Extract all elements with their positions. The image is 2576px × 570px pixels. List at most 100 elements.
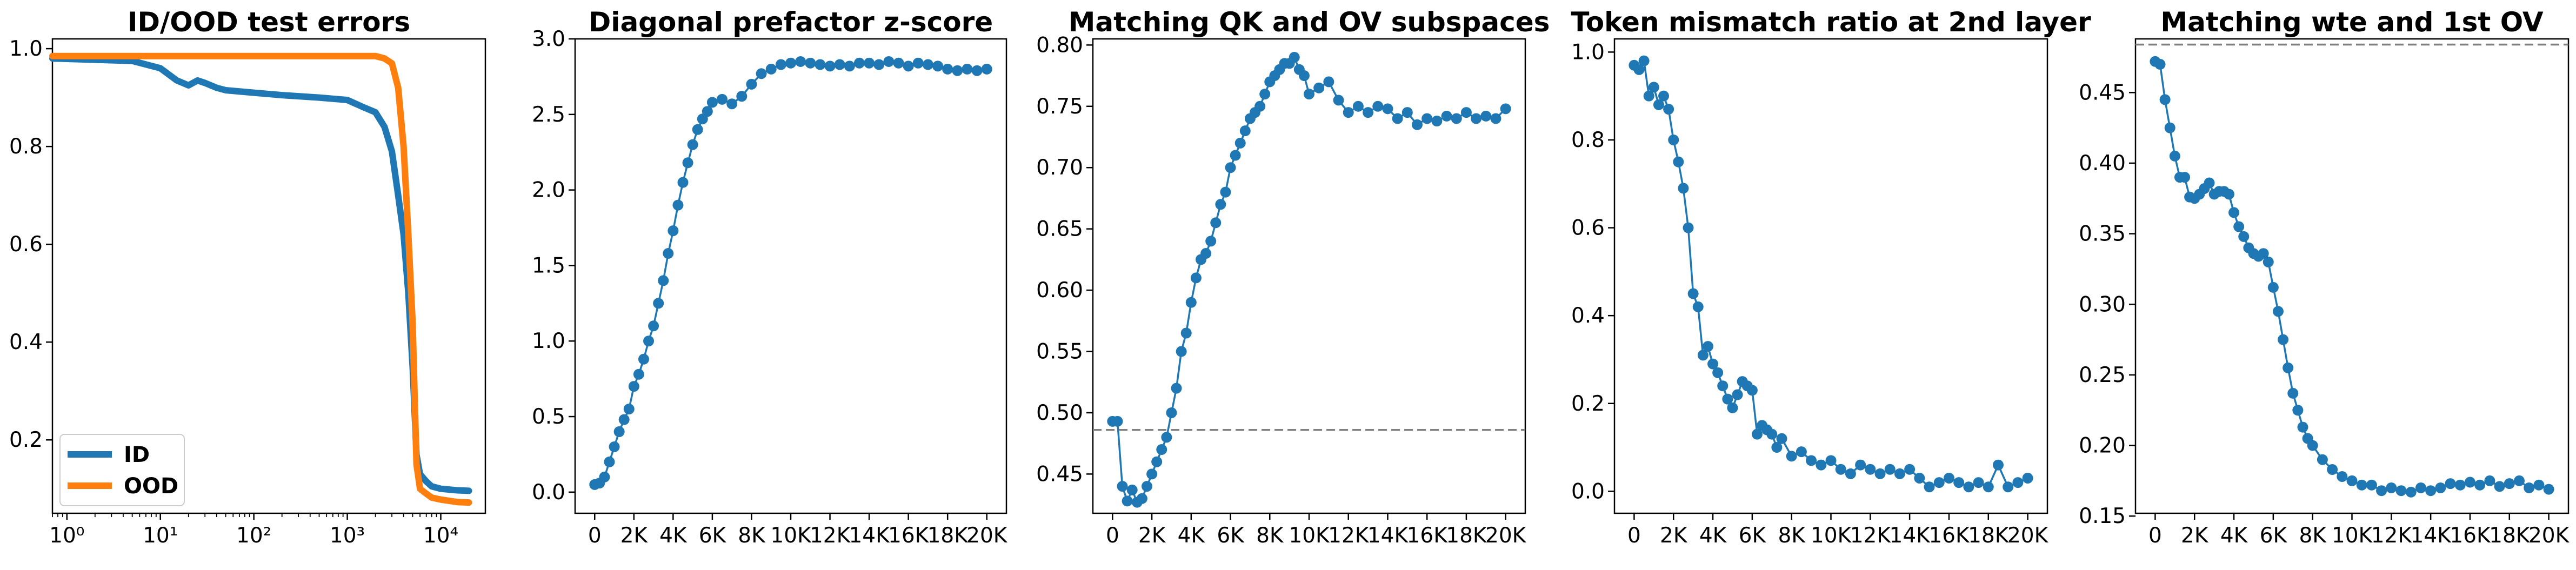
data-point: [1933, 477, 1945, 488]
data-point: [1825, 455, 1837, 466]
data-point: [2003, 481, 2014, 493]
data-point: [1746, 385, 1758, 396]
y-tick-label: 0.5: [532, 405, 565, 429]
data-point: [1259, 89, 1271, 100]
data-point: [1254, 100, 1266, 112]
x-tick-label: 4K: [1699, 524, 1727, 548]
data-point: [932, 61, 944, 72]
data-point: [2346, 475, 2358, 486]
data-point: [668, 225, 679, 237]
y-tick-label: 0.25: [2079, 363, 2126, 387]
y-tick-label: 0.0: [1571, 479, 1605, 504]
data-point: [648, 320, 659, 332]
data-point: [1697, 350, 1709, 361]
data-point: [1372, 100, 1384, 112]
data-point: [2524, 482, 2535, 493]
data-point: [1304, 89, 1314, 100]
y-tick-label: 0.2: [9, 428, 43, 452]
y-tick-label: 0.60: [1036, 278, 1083, 303]
x-tick-label: 14K: [2411, 524, 2452, 548]
data-point: [2494, 481, 2505, 492]
x-tick-label: 14K: [1367, 524, 1409, 548]
data-point: [1943, 472, 1954, 484]
data-point: [717, 93, 728, 105]
x-tick-label: 12K: [1328, 524, 1370, 548]
y-tick-label: 1.0: [1571, 40, 1605, 64]
data-point: [1412, 119, 1423, 130]
data-point: [1490, 113, 1501, 124]
x-tick-label: 20K: [966, 524, 1008, 548]
data-point: [1806, 455, 1817, 466]
y-tick-label: 0.6: [9, 232, 43, 257]
x-tick-label: 6K: [2260, 524, 2288, 548]
data-point: [599, 471, 610, 482]
data-point: [893, 57, 904, 69]
x-tick-label: 8K: [2299, 524, 2327, 548]
data-point: [2504, 478, 2515, 489]
data-point: [912, 57, 924, 69]
y-tick-label: 0.55: [1036, 340, 1083, 364]
data-point: [1289, 52, 1300, 63]
data-point: [844, 61, 855, 72]
data-point: [1190, 272, 1202, 284]
x-tick-label: 12K: [810, 524, 851, 548]
data-point: [952, 65, 963, 76]
x-tick-label: 6K: [699, 524, 727, 548]
plot-frame: [1613, 38, 2048, 514]
y-tick-label: 3.0: [532, 27, 565, 51]
data-point: [1992, 459, 2004, 471]
data-point: [2204, 177, 2215, 189]
chart-title: Matching QK and OV subspaces: [1069, 6, 1550, 38]
y-tick-label: 0.75: [1036, 95, 1083, 119]
series-line: [2154, 61, 2550, 493]
data-point: [1638, 55, 1650, 66]
y-tick-label: 0.15: [2079, 504, 2126, 528]
data-point: [2513, 475, 2525, 486]
data-point: [971, 65, 983, 76]
y-tick-label: 0.70: [1036, 156, 1083, 180]
data-point: [2356, 479, 2367, 491]
y-tick-label: 0.45: [2079, 81, 2126, 105]
data-point: [795, 56, 806, 67]
data-point: [1239, 125, 1251, 137]
x-tick-label: 14K: [1890, 524, 1931, 548]
chart-title: Matching wte and 1st OV: [2160, 6, 2544, 38]
data-point: [1323, 76, 1334, 88]
plot-frame: [574, 38, 1007, 514]
chart-panel-3: Matching QK and OV subspaces 0.45 0.50 0.55…: [1036, 6, 1550, 548]
data-point: [922, 59, 933, 70]
y-tick-label: 0.8: [9, 135, 43, 159]
data-point: [775, 59, 786, 70]
data-point: [1633, 64, 1645, 75]
data-point: [2464, 477, 2475, 488]
data-point: [1732, 389, 1743, 400]
data-point: [2307, 440, 2318, 451]
y-tick-label: 0.4: [1571, 304, 1605, 328]
data-point: [687, 139, 698, 150]
data-point: [853, 57, 865, 69]
y-tick-label: 0.40: [2079, 151, 2126, 176]
data-point: [2223, 189, 2234, 200]
data-point: [2337, 471, 2348, 482]
data-point: [1786, 451, 1797, 462]
y-tick-label: 1.0: [9, 37, 43, 61]
data-point: [1914, 472, 1925, 484]
data-point: [2272, 306, 2284, 317]
data-point: [1953, 477, 1965, 488]
data-point: [2543, 484, 2554, 495]
x-tick-label: 12K: [1850, 524, 1892, 548]
data-point: [834, 59, 845, 70]
data-point: [1771, 442, 1783, 453]
data-point: [1343, 107, 1354, 118]
data-point: [1663, 104, 1674, 115]
data-point: [2445, 478, 2456, 489]
x-tick-label: 4K: [1178, 524, 1206, 548]
x-tick-label: 10K: [1811, 524, 1852, 548]
data-point: [706, 97, 718, 108]
legend-label-id: ID: [124, 442, 150, 467]
data-point: [1122, 495, 1133, 507]
data-point: [1230, 150, 1241, 161]
data-point: [962, 63, 973, 75]
data-point: [2415, 482, 2426, 493]
